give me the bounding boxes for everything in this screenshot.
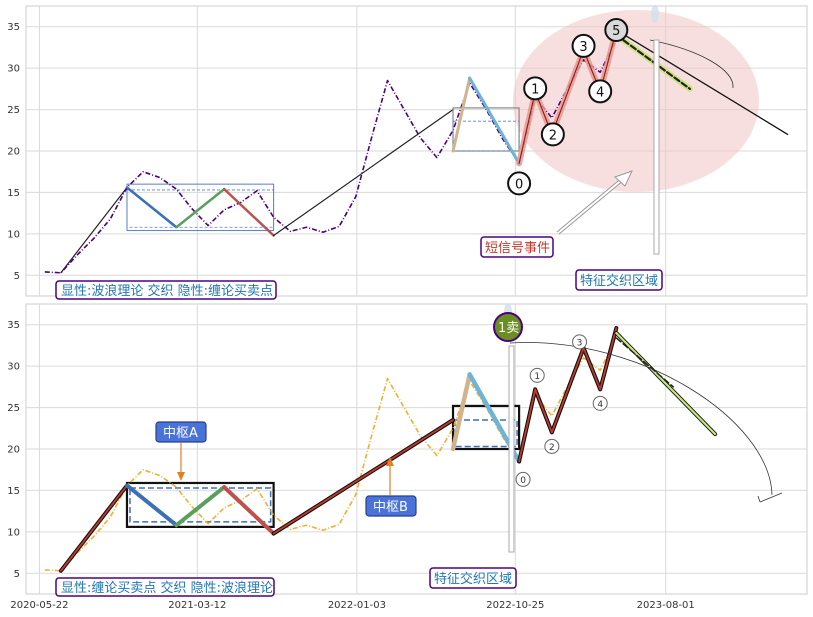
bottom-y-tick-label: 15 — [7, 486, 20, 497]
bottom-wave-up-2 — [450, 372, 472, 452]
x-tick-label: 2022-01-03 — [328, 600, 386, 611]
top-wave-label-4: 4 — [588, 79, 613, 104]
bottom-vertical-arrow — [508, 345, 515, 553]
x-tick-label: 2022-10-25 — [486, 600, 544, 611]
x-tick-label: 2023-08-01 — [637, 600, 695, 611]
top-wave-up-2 — [451, 76, 472, 153]
svg-text:0: 0 — [515, 177, 523, 192]
svg-text:4: 4 — [596, 85, 604, 100]
x-tick-label: 2020-05-22 — [10, 600, 68, 611]
top-arc-arrow — [649, 39, 734, 89]
top-wave-down-2 — [222, 187, 275, 237]
bottom-wave-down-2 — [222, 485, 276, 536]
bottom-arc-arrow — [509, 342, 773, 496]
svg-text:1卖: 1卖 — [498, 321, 519, 336]
top-wave-label-3: 3 — [571, 33, 596, 58]
x-tick-label: 2021-03-12 — [168, 600, 226, 611]
svg-text:中枢B: 中枢B — [373, 500, 408, 515]
bottom-center-a-inner — [129, 487, 272, 523]
top-y-tick-label: 15 — [7, 188, 20, 199]
bottom-y-tick-label: 25 — [7, 403, 20, 414]
bottom-impulse-wave — [518, 327, 618, 463]
top-arrow-head — [614, 170, 633, 187]
bottom-wave-label-1: 1 — [529, 367, 545, 383]
svg-text:中枢A: 中枢A — [163, 426, 198, 441]
svg-text:1: 1 — [534, 372, 540, 382]
bottom-sell-signal: 1卖 — [493, 312, 523, 342]
svg-text:显性:波浪理论 交织 隐性:缠论买卖点: 显性:波浪理论 交织 隐性:缠论买卖点 — [61, 283, 273, 299]
bottom-wave-label-0: 0 — [515, 471, 531, 487]
bottom-center-a-box — [125, 481, 275, 528]
bottom-wave-label-3: 3 — [572, 334, 588, 350]
svg-text:特征交织区域: 特征交织区域 — [580, 273, 658, 289]
bottom-arc-head — [757, 492, 783, 503]
svg-text:1: 1 — [531, 82, 539, 97]
top-vertical-arrow — [653, 39, 660, 255]
bottom-annotation-feature-region: 特征交织区域 — [429, 567, 517, 589]
top-wave-up-1 — [175, 187, 226, 229]
top-annotation-short-signal: 短信号事件 — [480, 236, 554, 258]
bottom-wave-label-2: 2 — [544, 438, 560, 454]
bottom-annotation-center-a: 中枢A — [155, 421, 207, 443]
top-annotation-main: 显性:波浪理论 交织 隐性:缠论买卖点 — [55, 280, 277, 300]
svg-text:显性:缠论买卖点 交织 隐性:波浪理论: 显性:缠论买卖点 交织 隐性:波浪理论 — [61, 580, 273, 596]
bottom-forecast-band — [615, 331, 717, 436]
top-trend-line — [60, 186, 128, 274]
top-wave-down-1 — [125, 186, 178, 229]
feature-region-ellipse — [513, 10, 759, 192]
svg-text:5: 5 — [612, 24, 620, 39]
bottom-trend-line-1 — [60, 484, 128, 572]
bottom-y-tick-label: 35 — [7, 320, 20, 331]
svg-text:特征交织区域: 特征交织区域 — [434, 571, 512, 587]
top-wave-label-2: 2 — [540, 122, 565, 147]
svg-text:3: 3 — [579, 40, 587, 55]
bottom-y-tick-label: 5 — [14, 569, 20, 580]
svg-text:2: 2 — [549, 128, 557, 143]
svg-text:短信号事件: 短信号事件 — [485, 241, 550, 256]
svg-text:2: 2 — [549, 443, 555, 453]
top-glow — [651, 5, 659, 23]
center-a-pointer-head — [177, 472, 185, 481]
top-wave-label-5: 5 — [604, 18, 629, 43]
bottom-y-tick-label: 30 — [7, 362, 20, 373]
top-y-tick-label: 20 — [7, 147, 20, 158]
top-annotation-feature-region: 特征交织区域 — [575, 269, 663, 291]
svg-text:4: 4 — [597, 400, 603, 410]
bottom-y-tick-label: 10 — [7, 527, 20, 538]
bottom-trend-line-2 — [272, 419, 454, 535]
top-wave-label-0: 0 — [507, 171, 532, 196]
top-wave-label-1: 1 — [523, 76, 548, 101]
bottom-y-tick-label: 20 — [7, 445, 20, 456]
bottom-wave-up-1 — [174, 485, 227, 528]
top-forecast-line — [615, 29, 789, 136]
svg-text:3: 3 — [577, 338, 583, 348]
top-arrow-shaft-inner — [557, 177, 625, 234]
top-y-tick-label: 5 — [14, 271, 20, 282]
bottom-wave-label-4: 4 — [592, 395, 608, 411]
top-wave-down-3 — [468, 76, 521, 165]
top-trend-line-2 — [273, 108, 454, 237]
top-y-tick-label: 35 — [7, 22, 20, 33]
center-b-pointer-head — [386, 457, 394, 466]
top-y-tick-label: 25 — [7, 105, 20, 116]
top-y-tick-label: 30 — [7, 64, 20, 75]
bottom-wave-down-1 — [124, 483, 179, 528]
top-center-b-inner — [452, 120, 520, 152]
bottom-annotation-center-b: 中枢B — [365, 495, 417, 517]
bottom-annotation-main: 显性:缠论买卖点 交织 隐性:波浪理论 — [55, 577, 275, 597]
top-y-tick-label: 10 — [7, 229, 20, 240]
svg-text:0: 0 — [520, 476, 526, 486]
top-forecast-dash — [615, 33, 692, 90]
top-center-a-inner — [126, 189, 275, 228]
bottom-forecast-dash — [615, 337, 675, 388]
